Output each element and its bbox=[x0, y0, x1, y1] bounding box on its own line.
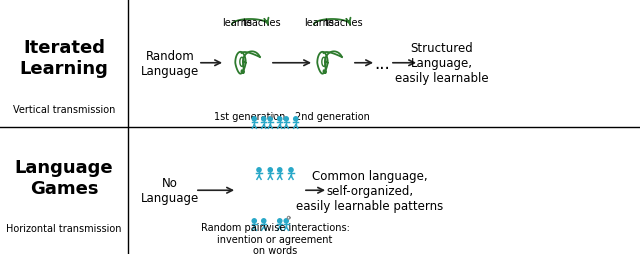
Text: Language
Games: Language Games bbox=[15, 158, 113, 197]
Polygon shape bbox=[284, 117, 289, 121]
Text: learns: learns bbox=[222, 18, 252, 28]
Polygon shape bbox=[268, 117, 273, 121]
Text: No
Language: No Language bbox=[141, 177, 199, 204]
Polygon shape bbox=[289, 168, 293, 172]
Text: Random
Language: Random Language bbox=[141, 50, 199, 77]
Polygon shape bbox=[262, 219, 266, 223]
Text: learns: learns bbox=[304, 18, 334, 28]
Polygon shape bbox=[252, 117, 257, 121]
Polygon shape bbox=[252, 219, 257, 223]
Text: teaches: teaches bbox=[243, 18, 282, 28]
Polygon shape bbox=[278, 219, 282, 223]
Polygon shape bbox=[257, 168, 261, 172]
Polygon shape bbox=[294, 117, 298, 121]
Text: 2nd generation: 2nd generation bbox=[294, 112, 369, 122]
Text: Common language,
self-organized,
easily learnable patterns: Common language, self-organized, easily … bbox=[296, 169, 444, 212]
Text: teaches: teaches bbox=[324, 18, 364, 28]
Text: Vertical transmission: Vertical transmission bbox=[13, 104, 115, 114]
Text: Horizontal transmission: Horizontal transmission bbox=[6, 224, 122, 234]
Text: Random pairwise interactions:
invention or agreement
on words: Random pairwise interactions: invention … bbox=[200, 222, 349, 254]
Text: ...: ... bbox=[374, 55, 390, 72]
Text: 1st generation: 1st generation bbox=[214, 112, 285, 122]
Polygon shape bbox=[284, 219, 289, 223]
Polygon shape bbox=[278, 117, 282, 121]
Polygon shape bbox=[262, 117, 266, 121]
Text: Structured
Language,
easily learnable: Structured Language, easily learnable bbox=[395, 42, 489, 85]
Polygon shape bbox=[268, 168, 273, 172]
Polygon shape bbox=[278, 168, 282, 172]
Text: Iterated
Learning: Iterated Learning bbox=[20, 39, 108, 78]
